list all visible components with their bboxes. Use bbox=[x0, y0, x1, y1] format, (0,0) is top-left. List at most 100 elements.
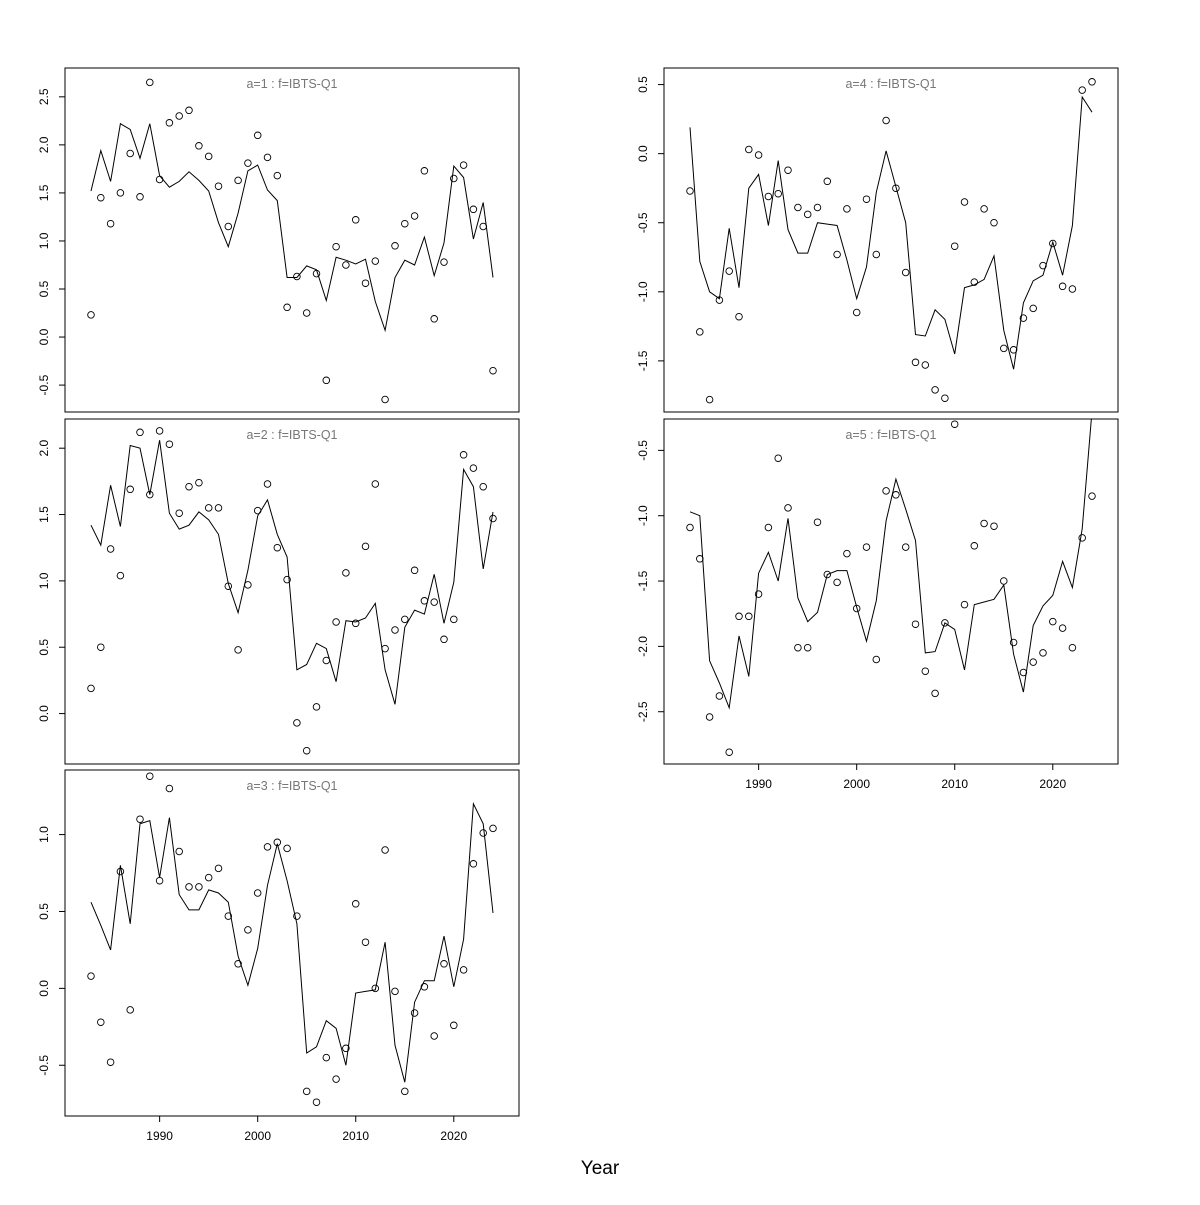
observed-point bbox=[469, 205, 478, 214]
observed-point bbox=[283, 844, 291, 853]
panel-title: a=4 : f=IBTS-Q1 bbox=[845, 77, 936, 91]
observed-point bbox=[931, 386, 939, 394]
x-tick-label: 2020 bbox=[440, 1129, 467, 1143]
observed-point bbox=[1000, 344, 1008, 353]
observed-point bbox=[283, 303, 291, 312]
observed-point bbox=[950, 420, 959, 428]
observed-point bbox=[1088, 492, 1096, 500]
observed-point bbox=[705, 713, 714, 721]
observed-point bbox=[136, 428, 144, 437]
observed-point bbox=[351, 216, 360, 224]
observed-point bbox=[1029, 304, 1037, 313]
y-tick-label: 1.0 bbox=[37, 232, 51, 249]
observed-point bbox=[1000, 577, 1008, 585]
observed-point bbox=[459, 161, 468, 169]
observed-point bbox=[931, 689, 939, 698]
x-tick-label: 2000 bbox=[244, 1129, 271, 1143]
observed-point bbox=[862, 195, 871, 203]
panel-a4: a=4 : f=IBTS-Q1 -1.5 -1.0 -0.5 0.0 0.5 bbox=[636, 67, 1119, 413]
observed-point bbox=[852, 308, 861, 317]
observed-point bbox=[165, 119, 174, 127]
observed-point bbox=[960, 198, 969, 206]
observed-point bbox=[126, 149, 134, 158]
fitted-line bbox=[90, 440, 494, 705]
y-tick-label: -1.0 bbox=[636, 281, 650, 302]
observed-point bbox=[882, 116, 890, 125]
y-tick-label: -1.5 bbox=[636, 570, 650, 591]
observed-point bbox=[960, 600, 969, 609]
observed-point bbox=[195, 883, 203, 891]
x-tick-label: 2010 bbox=[342, 1129, 369, 1143]
observed-point bbox=[361, 938, 370, 946]
y-tick-label: 0.5 bbox=[37, 280, 51, 297]
observed-point bbox=[921, 667, 930, 675]
observed-point bbox=[155, 427, 164, 435]
observed-point bbox=[794, 203, 802, 212]
observed-point bbox=[852, 604, 861, 613]
observed-point bbox=[410, 1009, 419, 1017]
observed-point bbox=[293, 272, 301, 281]
y-tick-label: 1.0 bbox=[37, 826, 51, 843]
observed-point bbox=[430, 1032, 438, 1040]
observed-point bbox=[273, 543, 282, 552]
x-tick-label: 2020 bbox=[1039, 777, 1066, 791]
observed-point bbox=[332, 1075, 340, 1083]
observed-point bbox=[253, 506, 262, 515]
observed-point bbox=[735, 312, 743, 321]
observed-point bbox=[901, 543, 910, 551]
observed-point bbox=[872, 250, 881, 259]
y-tick-label: 1.5 bbox=[37, 184, 51, 201]
observed-point bbox=[686, 523, 694, 532]
x-tick-label: 1990 bbox=[146, 1129, 173, 1143]
observed-point bbox=[302, 1087, 311, 1096]
observed-point bbox=[1009, 346, 1018, 354]
observed-point bbox=[440, 258, 448, 266]
observed-point bbox=[1088, 78, 1096, 86]
observed-point bbox=[1039, 261, 1047, 270]
observed-point bbox=[401, 1087, 409, 1096]
y-tick-label: -2.5 bbox=[636, 701, 650, 722]
observed-point bbox=[990, 218, 998, 227]
observed-point bbox=[833, 578, 841, 587]
observed-point bbox=[489, 366, 497, 375]
observed-point bbox=[283, 575, 291, 584]
observed-point bbox=[1019, 668, 1028, 677]
y-tick-label: 0.0 bbox=[37, 328, 51, 345]
observed-point bbox=[745, 145, 753, 154]
observed-point bbox=[244, 159, 252, 167]
observed-point bbox=[214, 504, 223, 512]
observed-point bbox=[1058, 282, 1067, 291]
observed-point bbox=[322, 376, 331, 385]
y-tick-label: -0.5 bbox=[37, 1055, 51, 1076]
observed-point bbox=[401, 219, 409, 228]
observed-point bbox=[371, 984, 380, 993]
observed-point bbox=[116, 867, 125, 876]
observed-point bbox=[980, 519, 988, 528]
observed-point bbox=[1039, 649, 1047, 657]
observed-point bbox=[116, 189, 125, 197]
observed-point bbox=[754, 590, 763, 598]
observed-point bbox=[872, 655, 881, 664]
observed-point bbox=[794, 643, 802, 652]
observed-point bbox=[911, 358, 920, 367]
observed-point bbox=[735, 612, 743, 621]
y-tick-label: -2.0 bbox=[636, 636, 650, 657]
observed-point bbox=[155, 175, 164, 184]
observed-point bbox=[754, 151, 763, 159]
observed-point bbox=[1019, 314, 1028, 322]
panel-frame bbox=[64, 67, 520, 413]
observed-point bbox=[459, 451, 468, 459]
observed-point bbox=[371, 257, 380, 265]
observed-point bbox=[489, 514, 497, 523]
observed-point bbox=[253, 131, 262, 140]
observed-point bbox=[1078, 534, 1086, 542]
observed-point bbox=[312, 1098, 321, 1106]
observed-point bbox=[126, 1006, 134, 1014]
observed-point bbox=[489, 824, 497, 833]
y-tick-label: 2.0 bbox=[37, 136, 51, 153]
y-tick-label: 1.5 bbox=[37, 506, 51, 523]
observed-point bbox=[469, 860, 478, 868]
observed-point bbox=[136, 815, 144, 823]
observed-point bbox=[263, 153, 272, 162]
